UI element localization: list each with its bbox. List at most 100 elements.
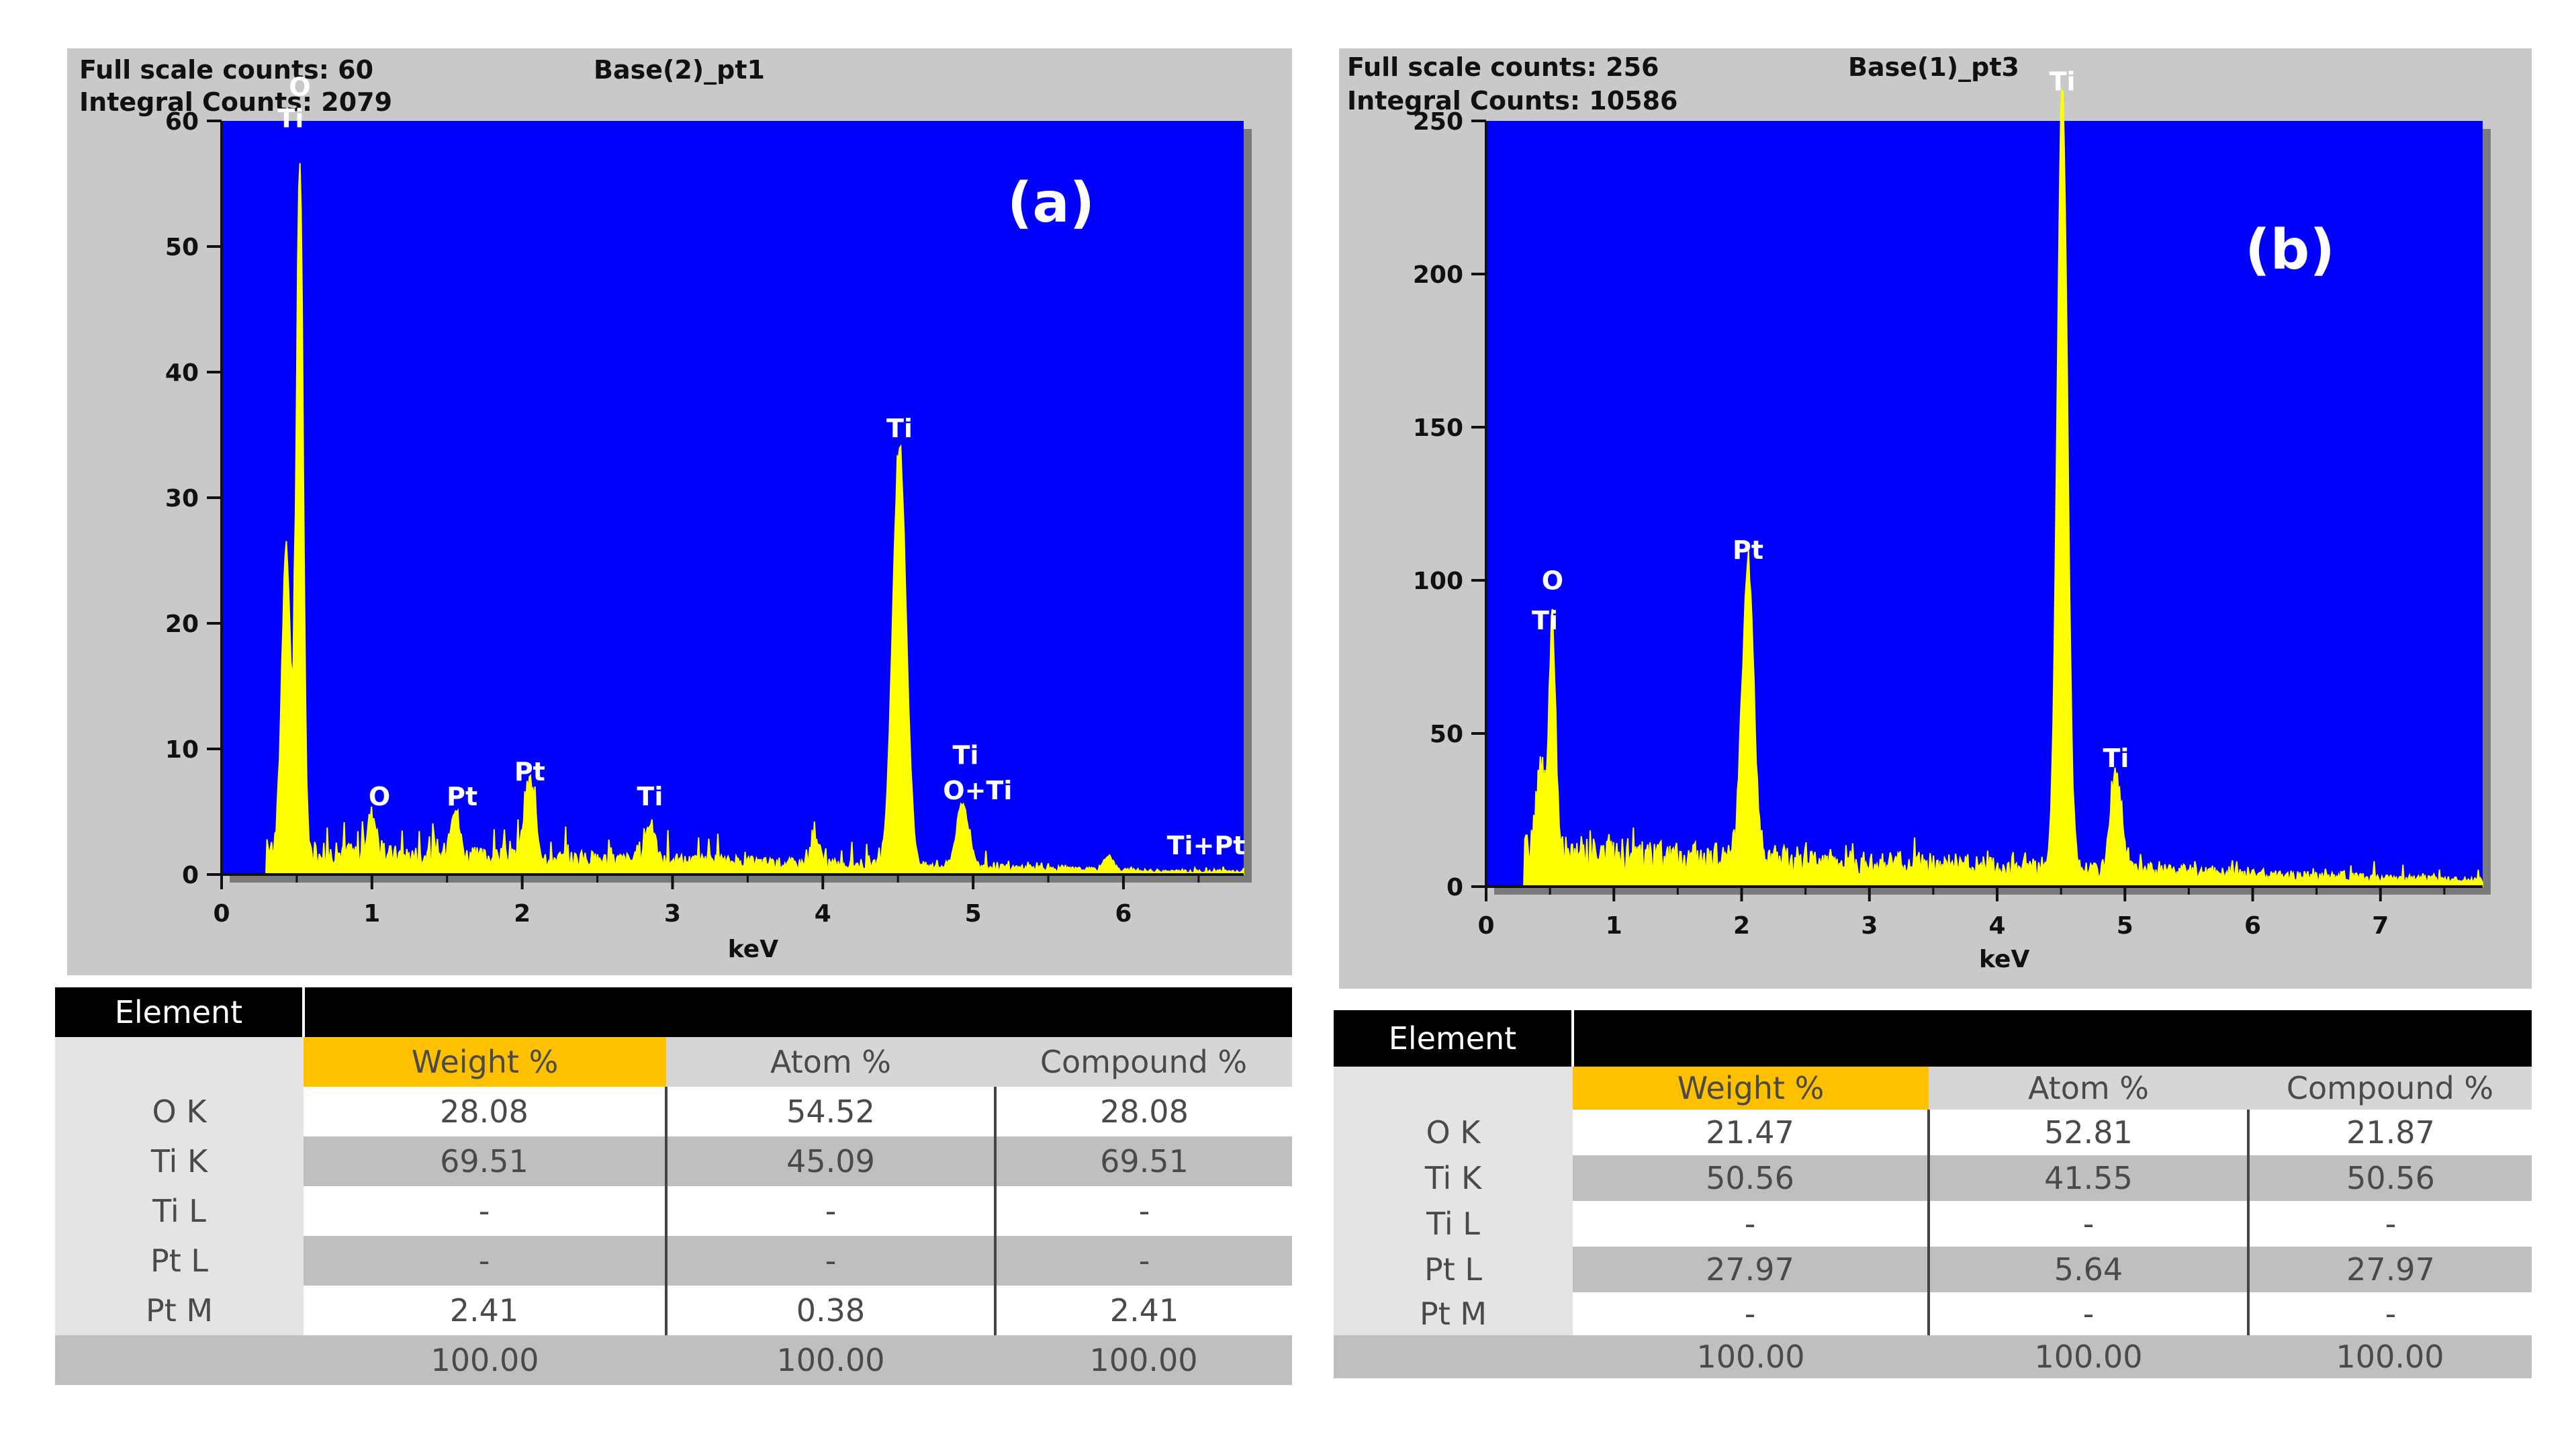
totals-label-cell [55,1335,304,1385]
plot-area [1486,121,2483,887]
atom-value: - [666,1186,997,1236]
peak-label: Ti [637,782,663,811]
compound-value: - [2248,1201,2532,1247]
spectrum-series [222,163,1244,875]
row-label-cell [55,1037,304,1087]
compound-value: 69.51 [995,1136,1293,1186]
sample-label-b: Base(1)_pt3 [1848,52,2019,82]
element-header: Element [55,987,305,1037]
element-label: Ti L [1334,1201,1573,1247]
compound-value: 2.41 [995,1286,1293,1335]
peak-label: O [369,782,390,811]
composition-table-b: Element Weight % Atom % Compound % O K 2… [1334,1010,2532,1378]
peak-label: Pt [514,757,545,787]
panel-label: (b) [2245,218,2335,282]
totals-row: 100.00 100.00 100.00 [1334,1335,2532,1378]
x-tick-label: 1 [363,900,380,928]
weight-value: 50.56 [1573,1155,1930,1201]
atom-value: 0.38 [666,1286,997,1335]
integral-counts-b: Integral Counts: 10586 [1347,86,1678,116]
atom-value: - [666,1236,997,1286]
column-header-weight: Weight % [304,1037,666,1087]
compound-value: - [995,1236,1293,1286]
y-tick-label: 10 [165,736,199,764]
header-bar [304,987,1293,1037]
weight-value: - [1573,1292,1930,1335]
x-tick-label: 4 [1988,912,2005,940]
element-label: Pt M [1334,1292,1573,1335]
compound-value: 50.56 [2248,1155,2532,1201]
y-tick-label: 0 [1446,874,1463,901]
y-tick-label: 250 [1413,108,1463,136]
spectrum-series [1486,88,2483,887]
y-tick-label: 150 [1413,414,1463,442]
totals-row: 100.00 100.00 100.00 [55,1335,1293,1385]
peak-label: Ti+Pt [1167,831,1246,860]
table-row: O K 21.47 52.81 21.87 [1334,1110,2532,1155]
weight-total: 100.00 [1573,1335,1929,1378]
element-label: O K [1334,1110,1573,1155]
element-label: Ti K [1334,1155,1573,1201]
composition-table-a: Element Weight % Atom % Compound % O K 2… [55,987,1293,1385]
peak-label: O [289,73,310,102]
table-row: Ti L - - - [1334,1201,2532,1247]
x-tick-label: 3 [1861,912,1878,940]
x-axis-label: keV [728,936,778,963]
peak-label: Ti [952,740,978,770]
peak-label: O [1542,566,1563,596]
column-header-weight: Weight % [1573,1067,1929,1110]
table-row: Pt L 27.97 5.64 27.97 [1334,1247,2532,1292]
x-tick-label: 2 [514,900,531,928]
weight-value: 21.47 [1573,1110,1930,1155]
element-label: Pt L [1334,1247,1573,1292]
table-row: Pt L - - - [55,1236,1293,1286]
x-tick-label: 5 [965,900,982,928]
row-label-cell [1334,1067,1573,1110]
y-tick-label: 60 [165,108,199,136]
y-tick-label: 100 [1413,568,1463,595]
weight-value: - [304,1236,668,1286]
y-tick-label: 200 [1413,261,1463,289]
header-bar [1573,1010,2532,1067]
weight-value: 28.08 [304,1087,668,1136]
atom-total: 100.00 [666,1335,995,1385]
element-label: Pt L [55,1236,304,1286]
column-header-atom: Atom % [666,1037,995,1087]
table-row: Ti K 69.51 45.09 69.51 [55,1136,1293,1186]
table-row: Ti K 50.56 41.55 50.56 [1334,1155,2532,1201]
integral-counts-a: Integral Counts: 2079 [79,87,393,117]
atom-value: - [1929,1292,2250,1335]
panel-label: (a) [1007,171,1095,235]
element-label: O K [55,1087,304,1136]
weight-value: 2.41 [304,1286,668,1335]
y-tick-label: 20 [165,611,199,638]
table-row: O K 28.08 54.52 28.08 [55,1087,1293,1136]
element-label: Ti L [55,1186,304,1236]
element-label: Ti K [55,1136,304,1186]
weight-value: 69.51 [304,1136,668,1186]
column-header-compound: Compound % [2248,1067,2532,1110]
x-tick-label: 6 [2244,912,2261,940]
y-tick-label: 40 [165,359,199,387]
weight-value: 27.97 [1573,1247,1930,1292]
y-tick-label: 30 [165,485,199,512]
x-tick-label: 3 [664,900,681,928]
atom-value: 5.64 [1929,1247,2250,1292]
compound-value: 27.97 [2248,1247,2532,1292]
atom-value: 41.55 [1929,1155,2250,1201]
peak-label: Pt [1733,535,1763,565]
compound-total: 100.00 [995,1335,1293,1385]
compound-value: 28.08 [995,1087,1293,1136]
atom-value: - [1929,1201,2250,1247]
table-row: Pt M - - - [1334,1292,2532,1335]
atom-value: 52.81 [1929,1110,2250,1155]
compound-value: 21.87 [2248,1110,2532,1155]
eds-chart-b: 0 50 100 150 200 250 0 1 2 3 4 5 6 7 keV O Ti Pt Ti Ti (b) [1413,66,2491,973]
y-tick-label: 50 [1430,721,1463,748]
peak-label: O+Ti [943,776,1012,805]
weight-value: - [1573,1201,1930,1247]
x-axis-label: keV [1979,946,2029,973]
weight-value: - [304,1186,668,1236]
